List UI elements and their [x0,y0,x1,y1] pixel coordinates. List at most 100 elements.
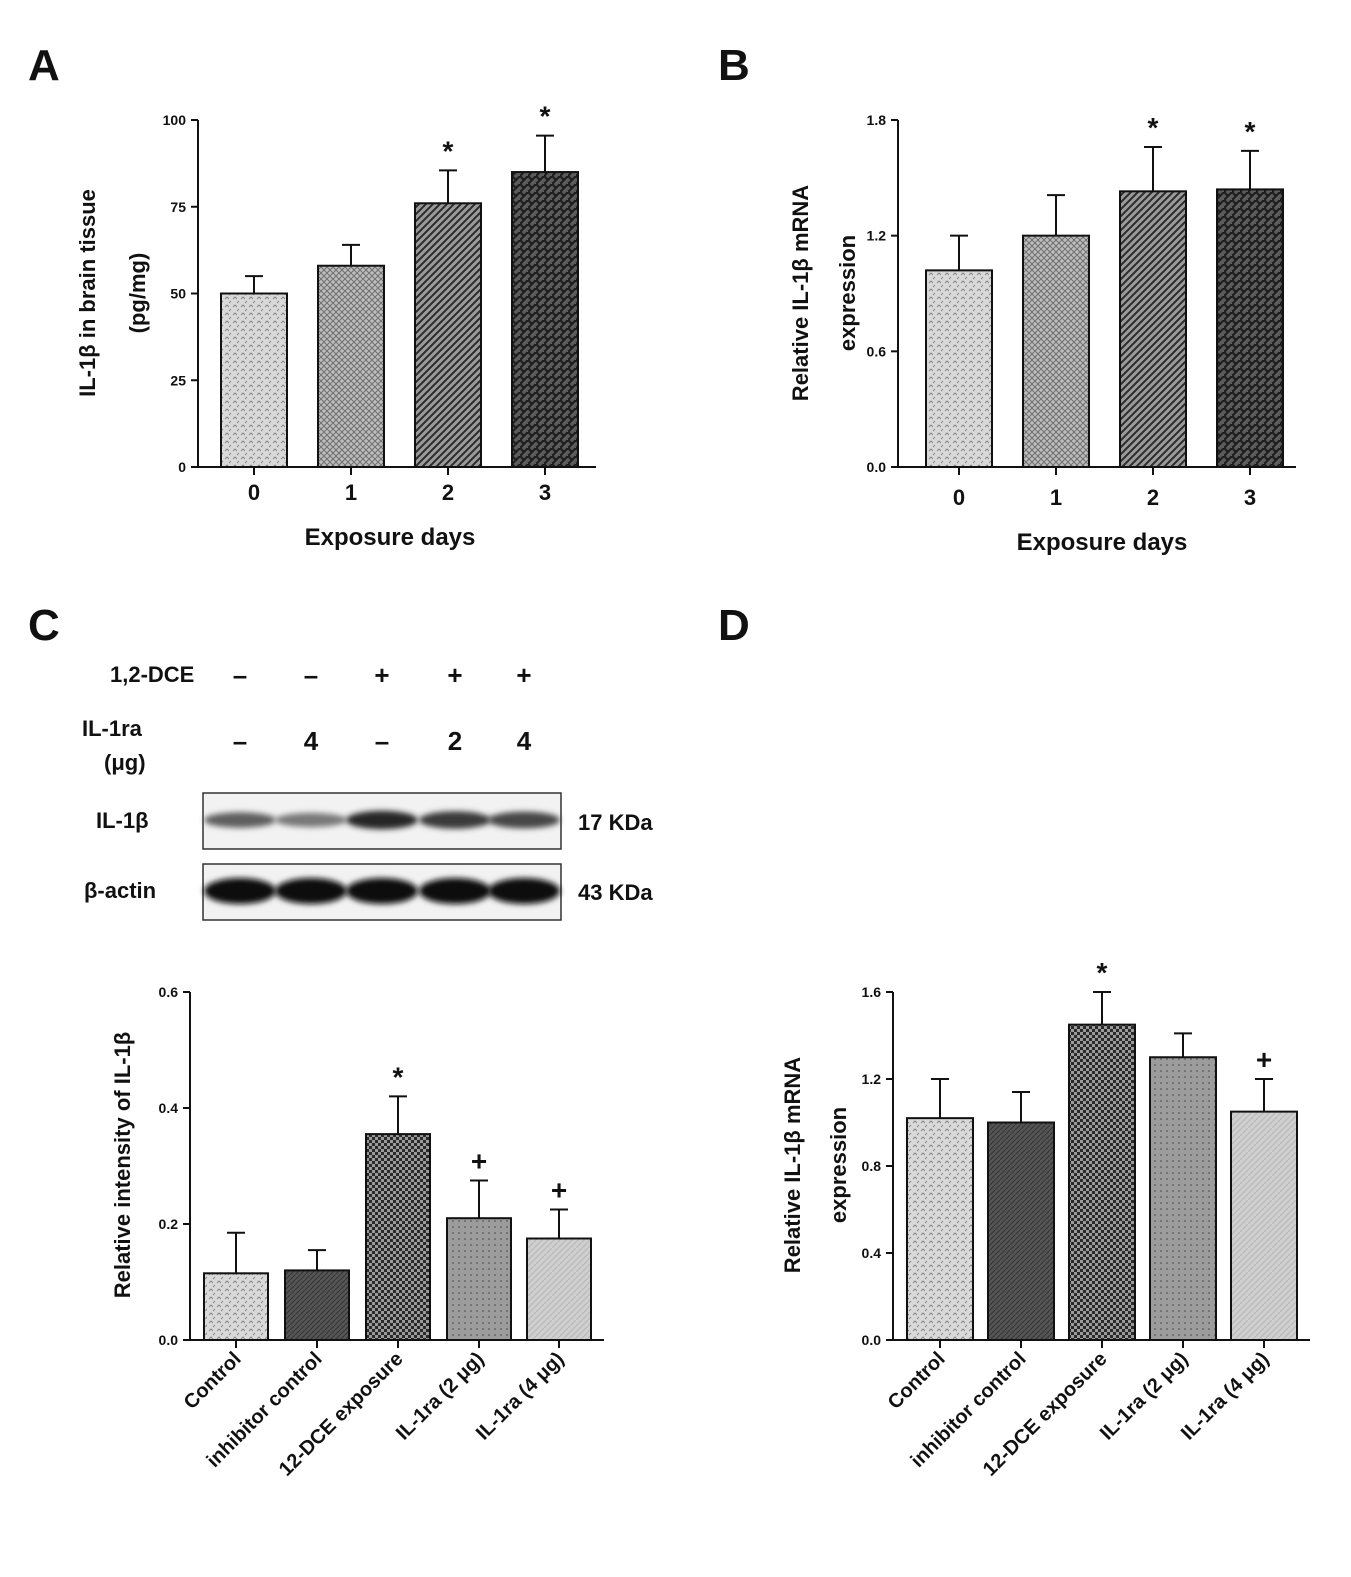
y-tick-label: 0.4 [159,1100,179,1116]
wb-lane-sign: + [516,660,531,690]
wb-band [346,878,418,904]
x-tick-label: 3 [539,480,551,505]
wb-lane-sign: + [374,660,389,690]
y-tick-label: 0.0 [862,1332,882,1348]
wb-lane-sign: 4 [304,726,319,756]
y-axis-label: Relative intensity of IL-1β [110,1032,135,1298]
panel-label-b: B [718,41,750,90]
bar [1022,234,1090,468]
wb-band-label-il1b: IL-1β [96,808,149,833]
y-tick-label: 1.2 [862,1071,882,1087]
bar [365,1133,431,1341]
x-axis-label: Exposure days [1017,529,1188,556]
bar [1149,1056,1217,1341]
y-axis-label: Relative IL-1β mRNA [788,185,813,401]
significance-marker: * [1148,112,1159,143]
significance-marker: + [1256,1044,1272,1075]
wb-row-sublabel-ug: (μg) [104,750,146,775]
y-tick-label: 50 [170,286,186,302]
wb-lane-sign: 4 [517,726,532,756]
x-tick-label: 1 [345,480,357,505]
wb-band-label-actin: β-actin [84,878,156,903]
y-tick-label: 100 [163,112,187,128]
y-tick-label: 1.8 [867,112,887,128]
wb-band [419,878,491,904]
wb-band-size-actin: 43 KDa [578,880,653,905]
bar [284,1269,350,1342]
x-tick-label: Control [180,1348,246,1414]
y-tick-label: 75 [170,199,186,215]
wb-lane-sign: – [233,726,247,756]
bar [1119,190,1187,468]
wb-row-label-il1ra: IL-1ra [82,716,143,741]
y-axis-label: (pg/mg) [125,253,150,334]
y-axis-label: expression [835,235,860,351]
bar [925,269,993,468]
wb-band [419,811,491,829]
wb-bands [204,810,560,904]
y-tick-label: 0.2 [159,1216,179,1232]
bar [1230,1110,1298,1341]
panel-label-a: A [28,41,60,90]
y-tick-label: 0.6 [867,343,887,359]
y-axis-label: IL-1β in brain tissue [75,189,100,397]
significance-marker: * [443,135,454,166]
y-tick-label: 1.6 [862,984,882,1000]
bar [511,171,579,469]
y-tick-label: 0 [178,459,186,475]
chart-c: 0.0 0.2 0.4 0.6 Relative intensity of IL-1β C… [110,984,604,1481]
y-tick-label: 1.2 [867,228,887,244]
bar [1068,1023,1136,1341]
x-tick-label: 0 [248,480,260,505]
x-tick-label: 1 [1050,485,1062,510]
y-tick-label: 0.4 [862,1245,882,1261]
significance-marker: * [1245,116,1256,147]
wb-band [346,810,418,830]
wb-band [204,812,276,828]
x-tick-label: 2 [442,480,454,505]
y-tick-label: 0.8 [862,1158,882,1174]
y-axis-label: expression [826,1107,851,1223]
x-tick-label: IL-1ra (4 μg) [1177,1348,1274,1445]
x-tick-label: Control [884,1348,950,1414]
bar [317,264,385,468]
y-tick-label: 0.6 [159,984,179,1000]
y-axis-label: Relative IL-1β mRNA [780,1057,805,1273]
bar [526,1237,592,1341]
wb-band [275,812,347,828]
wb-band [488,878,560,904]
x-axis-label: Exposure days [305,524,476,551]
bar [446,1217,512,1341]
wb-band [275,878,347,904]
wb-band [488,811,560,829]
wb-signs: – – + + + – 4 – 2 4 [233,660,532,756]
panel-label-c: C [28,601,60,650]
bar [906,1117,974,1342]
significance-marker: + [471,1146,487,1177]
significance-marker: * [393,1061,404,1092]
wb-row-label-dce: 1,2-DCE [110,662,194,687]
significance-marker: * [540,101,551,132]
significance-marker: * [1097,957,1108,988]
bar [203,1272,269,1342]
chart-a: 0 25 50 75 100 IL-1β in brain tissue (pg/mg) 0 1… [75,101,596,551]
wb-lane-sign: 2 [448,726,462,756]
bar [1216,188,1284,468]
wb-band-size-il1b: 17 KDa [578,810,653,835]
y-tick-label: 0.0 [867,459,887,475]
bar [987,1121,1055,1341]
x-tick-label: 2 [1147,485,1159,510]
significance-marker: + [551,1175,567,1206]
wb-lane-sign: – [233,660,247,690]
wb-lane-sign: – [304,660,318,690]
western-blot: 1,2-DCE IL-1ra (μg) – – + + + – 4 – 2 4 IL-1β β-a… [82,660,653,921]
panel-label-d: D [718,601,750,650]
wb-band [204,878,276,904]
bar [414,202,482,468]
y-tick-label: 0.0 [159,1332,179,1348]
y-tick-label: 25 [170,372,186,388]
x-tick-label: 0 [953,485,965,510]
bar [220,292,288,468]
wb-lane-sign: + [447,660,462,690]
